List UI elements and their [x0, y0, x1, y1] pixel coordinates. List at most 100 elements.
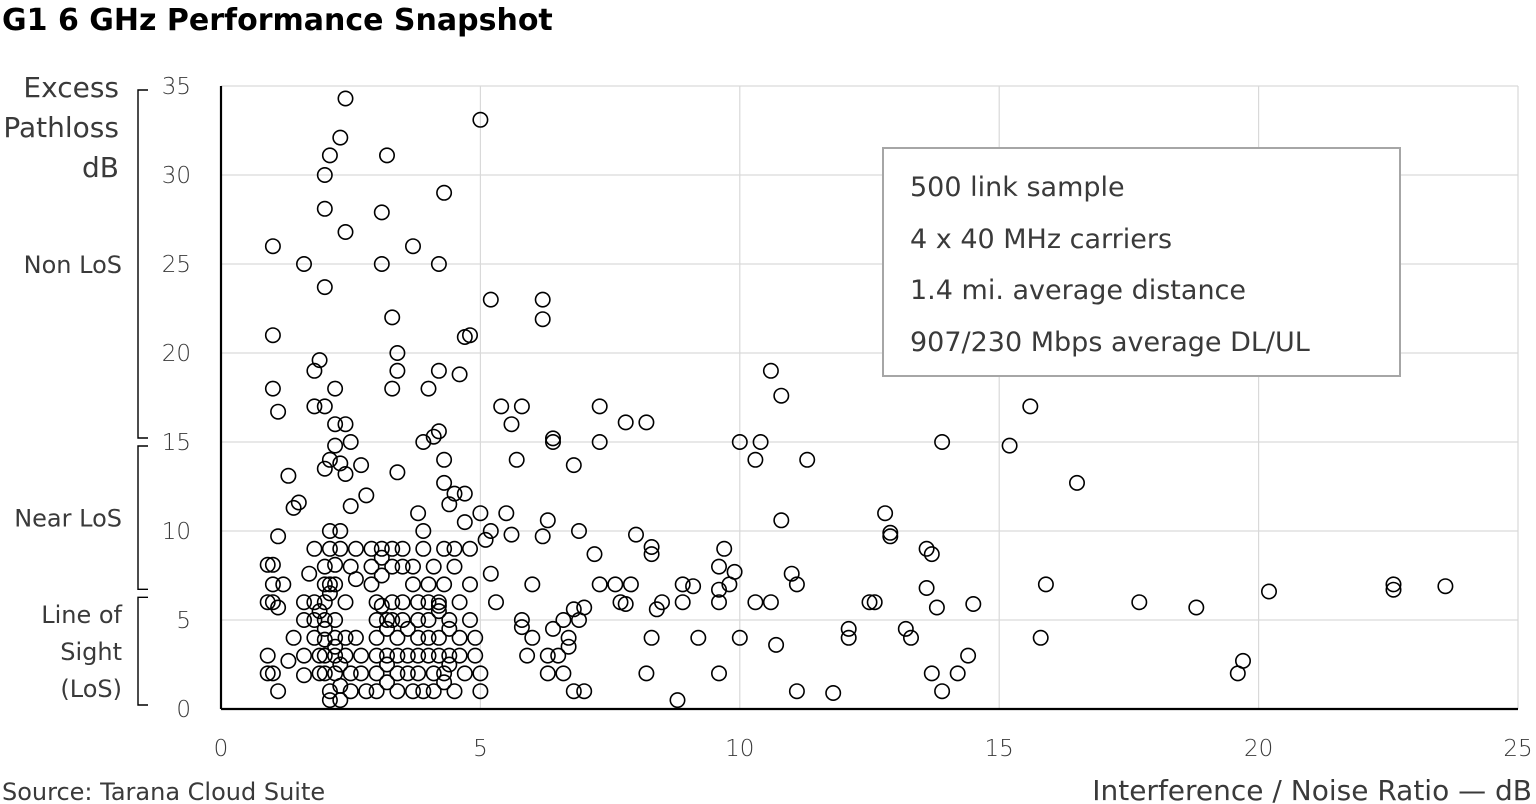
data-point [327, 416, 344, 433]
data-point [1385, 581, 1402, 598]
data-point [280, 467, 297, 484]
data-point [513, 398, 530, 415]
data-point [456, 485, 473, 502]
data-point [788, 683, 805, 700]
data-point [430, 597, 447, 614]
data-point [337, 629, 354, 646]
data-point [762, 362, 779, 379]
data-point [866, 594, 883, 611]
data-point [503, 416, 520, 433]
data-point [264, 238, 281, 255]
data-point [430, 594, 447, 611]
data-point [316, 167, 333, 184]
data-point [264, 594, 281, 611]
data-point [306, 611, 323, 628]
data-point [264, 665, 281, 682]
data-point [762, 594, 779, 611]
data-point [337, 594, 354, 611]
data-point [321, 540, 338, 557]
data-point [311, 665, 328, 682]
data-point [378, 674, 395, 691]
data-point [467, 629, 484, 646]
data-point [472, 505, 489, 522]
y-tick-label: 35 [162, 74, 191, 100]
data-point [389, 683, 406, 700]
data-point [399, 620, 416, 637]
data-point [389, 464, 406, 481]
data-point [337, 224, 354, 241]
annotation-line-2: 4 x 40 MHz carriers [910, 224, 1172, 255]
data-point [565, 601, 582, 618]
data-point [461, 540, 478, 557]
y-tick-label: 5 [176, 608, 191, 634]
data-point [555, 665, 572, 682]
data-point [415, 540, 432, 557]
data-point [534, 311, 551, 328]
data-point [347, 571, 364, 588]
data-point [627, 526, 644, 543]
data-point [918, 540, 935, 557]
data-point [882, 528, 899, 545]
data-point [316, 631, 333, 648]
data-point [1261, 583, 1278, 600]
data-point [295, 611, 312, 628]
data-point [674, 594, 691, 611]
data-point [410, 594, 427, 611]
data-point [389, 344, 406, 361]
data-point [1385, 576, 1402, 593]
region-label: Sight [60, 638, 122, 666]
data-point [487, 594, 504, 611]
data-point [264, 380, 281, 397]
data-point [710, 581, 727, 598]
data-point [259, 665, 276, 682]
data-point [280, 652, 297, 669]
data-point [321, 451, 338, 468]
y-tick-label: 10 [162, 519, 191, 545]
data-point [482, 291, 499, 308]
data-point [799, 451, 816, 468]
data-point [384, 309, 401, 326]
data-point [1001, 437, 1018, 454]
data-point [430, 255, 447, 272]
data-point [321, 683, 338, 700]
data-point [378, 656, 395, 673]
data-point [467, 647, 484, 664]
data-point [404, 238, 421, 255]
data-point [410, 611, 427, 628]
data-point [321, 585, 338, 602]
data-point [430, 603, 447, 620]
data-point [327, 576, 344, 593]
data-point [882, 524, 899, 541]
data-point [768, 636, 785, 653]
data-point [378, 620, 395, 637]
data-point [436, 576, 453, 593]
data-point [420, 380, 437, 397]
data-point [430, 362, 447, 379]
data-point [456, 665, 473, 682]
tick-labels: 0 5 10 15 20 25 30 35 0 5 10 15 20 25 [162, 74, 1533, 762]
data-point [1069, 474, 1086, 491]
data-point [1437, 578, 1454, 595]
data-point [607, 576, 624, 593]
data-point [420, 611, 437, 628]
data-point [430, 423, 447, 440]
data-point [934, 683, 951, 700]
data-point [482, 565, 499, 582]
data-point [404, 558, 421, 575]
data-point [368, 665, 385, 682]
data-point [576, 599, 593, 616]
data-point [295, 255, 312, 272]
data-point [461, 327, 478, 344]
data-point [493, 398, 510, 415]
data-point [425, 665, 442, 682]
data-point [316, 279, 333, 296]
data-point [731, 629, 748, 646]
data-point [316, 620, 333, 637]
data-point [275, 576, 292, 593]
data-point [410, 665, 427, 682]
data-point [389, 647, 406, 664]
data-point [840, 620, 857, 637]
data-point [436, 184, 453, 201]
data-point [373, 204, 390, 221]
data-point [270, 403, 287, 420]
